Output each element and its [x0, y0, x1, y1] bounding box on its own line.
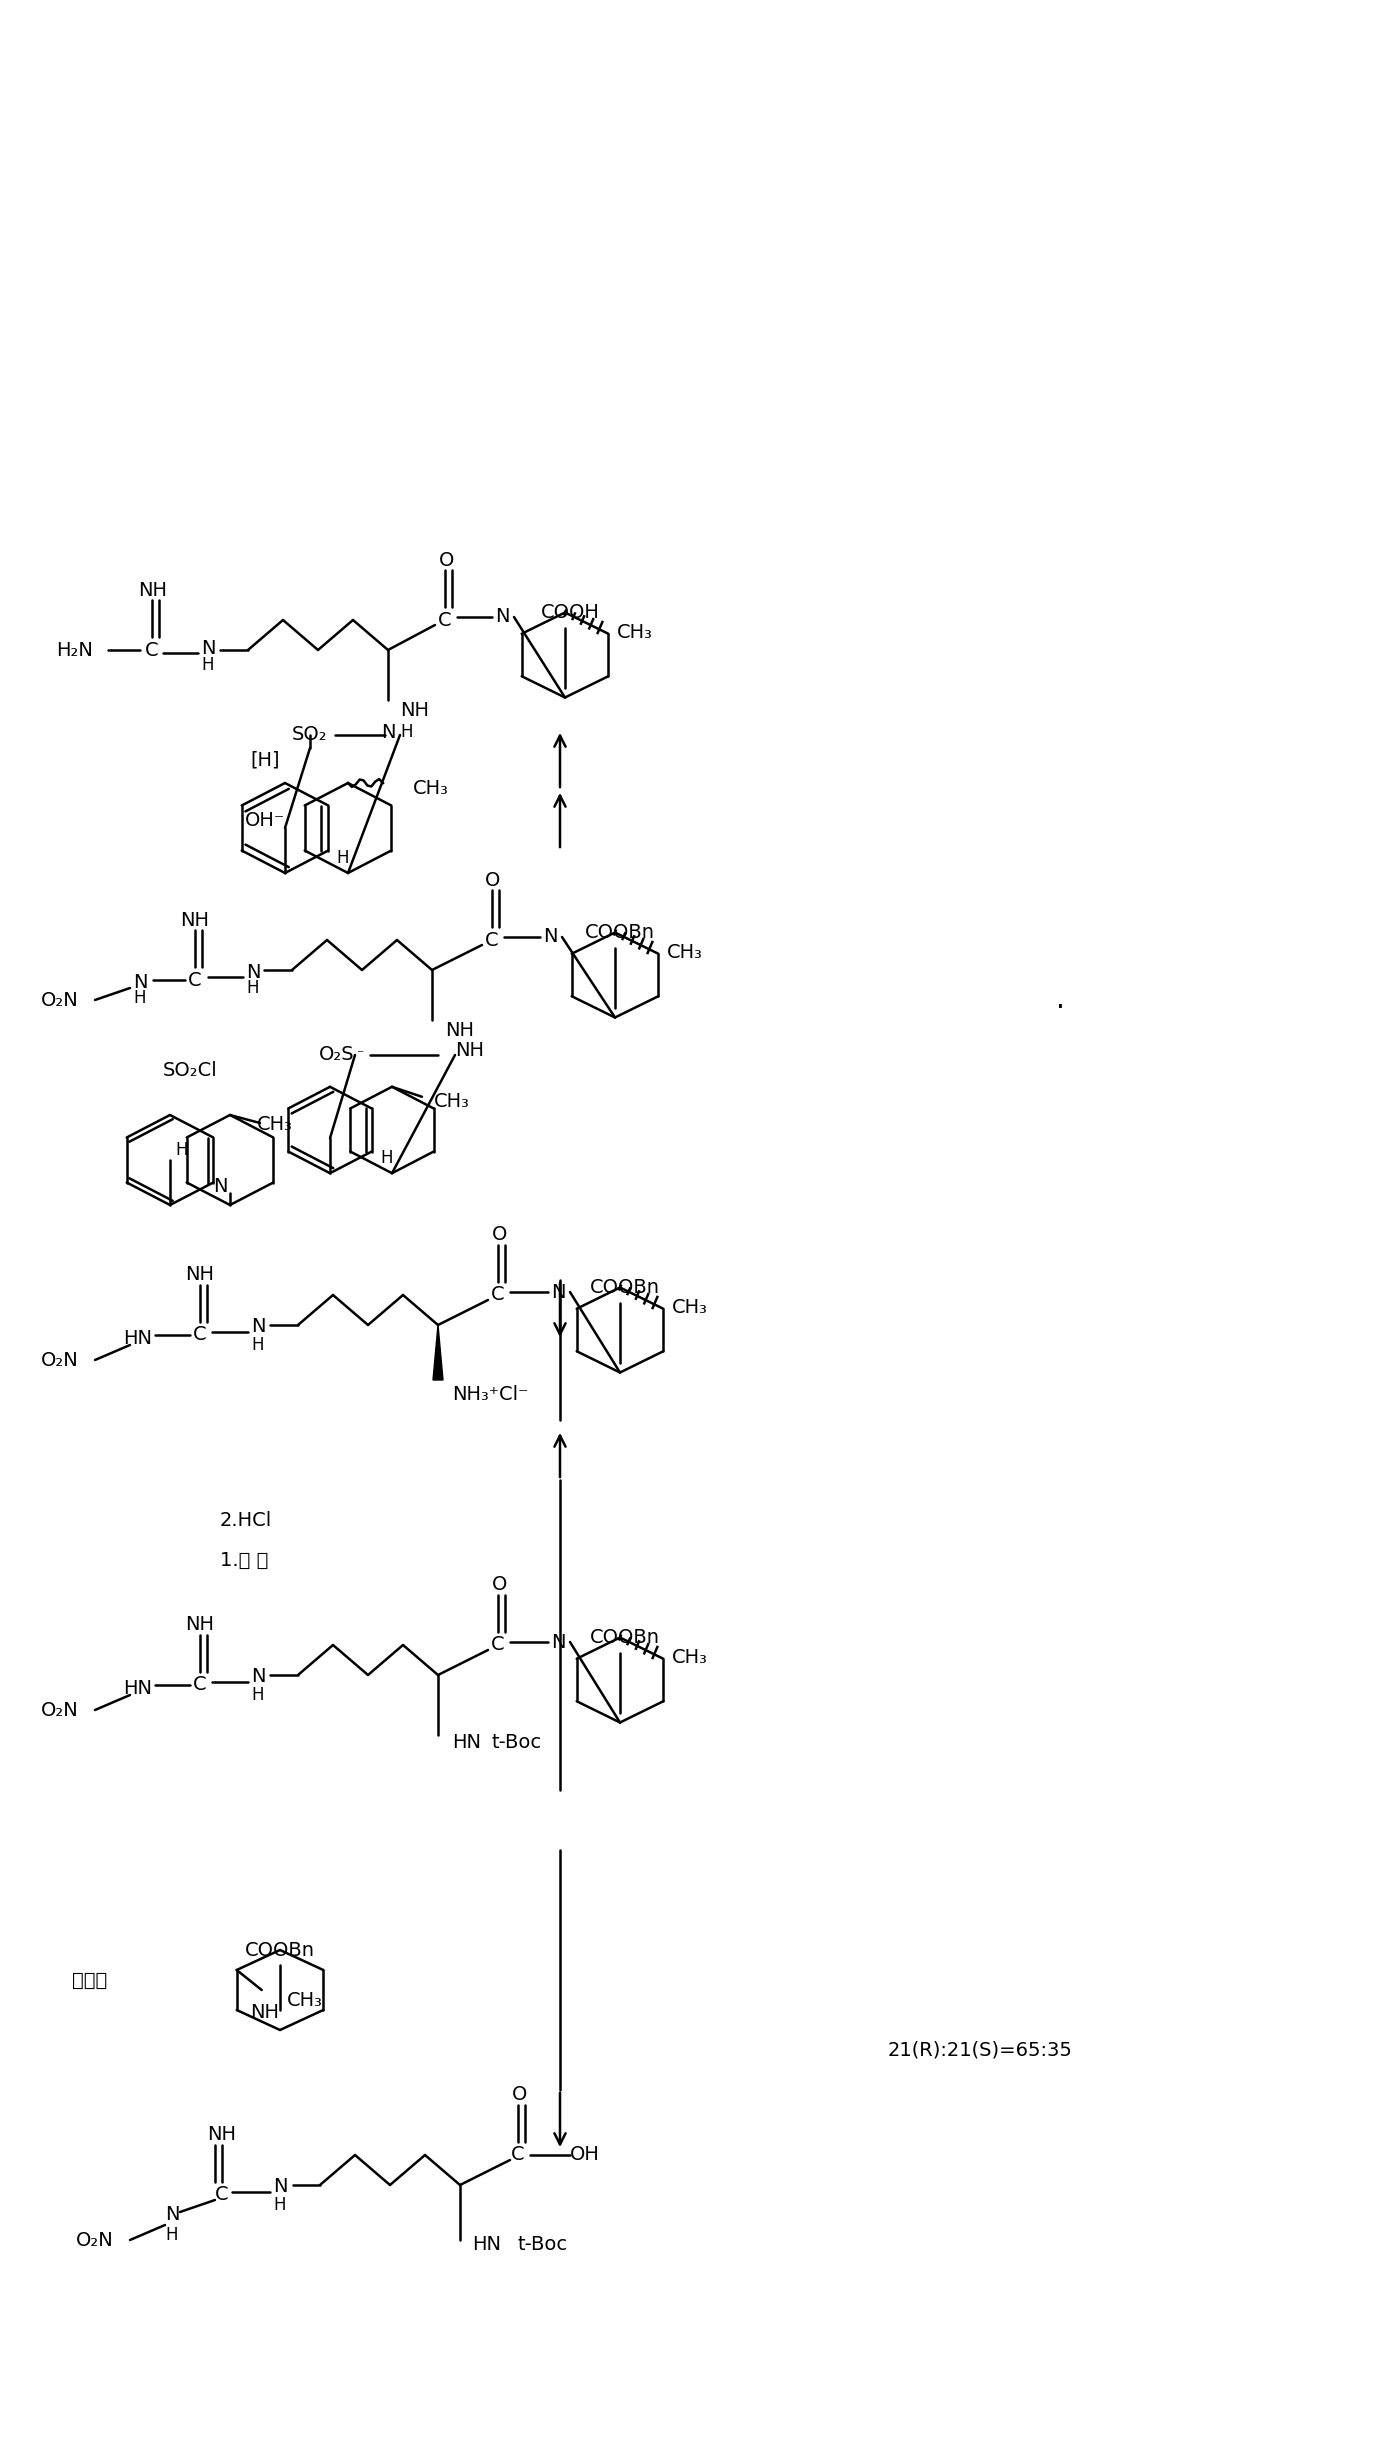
Text: NH: NH	[399, 702, 429, 719]
Text: .: .	[1056, 985, 1064, 1014]
Text: H: H	[273, 2196, 286, 2213]
Text: NH: NH	[208, 2125, 237, 2144]
Text: N: N	[251, 1317, 265, 1337]
Text: NH: NH	[455, 1041, 484, 1059]
Text: OH⁻: OH⁻	[245, 810, 286, 830]
Text: NH: NH	[139, 581, 168, 601]
Text: N: N	[495, 608, 509, 625]
Text: N: N	[245, 963, 261, 982]
Text: CH₃: CH₃	[413, 778, 449, 798]
Text: C: C	[491, 1635, 505, 1654]
Text: ⁻: ⁻	[356, 1049, 363, 1061]
Text: C: C	[485, 931, 499, 950]
Text: t-Boc: t-Boc	[517, 2235, 569, 2255]
Text: NH: NH	[186, 1265, 215, 1285]
Text: HN: HN	[123, 1679, 153, 1696]
Text: O₂S: O₂S	[319, 1046, 355, 1064]
Text: C: C	[193, 1677, 207, 1694]
Text: COOBn: COOBn	[245, 1940, 315, 1960]
Text: O₂N: O₂N	[42, 990, 79, 1009]
Text: N: N	[201, 638, 215, 657]
Text: HN: HN	[123, 1329, 153, 1347]
Text: SO₂Cl: SO₂Cl	[162, 1061, 218, 1078]
Text: NH: NH	[180, 911, 209, 931]
Text: O: O	[492, 1576, 508, 1595]
Text: C: C	[146, 640, 160, 660]
Text: O: O	[440, 551, 455, 569]
Text: N: N	[212, 1177, 227, 1197]
Text: COOBn: COOBn	[589, 1278, 660, 1297]
Text: O₂N: O₂N	[76, 2231, 114, 2250]
Text: O₂N: O₂N	[42, 1701, 79, 1718]
Text: CH₃: CH₃	[667, 943, 703, 963]
Text: COOBn: COOBn	[585, 923, 655, 943]
Text: 21(R):21(S)=65:35: 21(R):21(S)=65:35	[888, 2041, 1072, 2061]
Text: N: N	[551, 1632, 566, 1652]
Text: t-Boc: t-Boc	[492, 1733, 542, 1750]
Text: CH₃: CH₃	[673, 1647, 707, 1667]
Text: C: C	[215, 2186, 229, 2203]
Text: C: C	[491, 1285, 505, 1305]
Text: OH: OH	[570, 2144, 601, 2164]
Text: CH₃: CH₃	[617, 623, 653, 643]
Text: C: C	[438, 611, 452, 630]
Text: O₂N: O₂N	[42, 1352, 79, 1369]
Text: H: H	[166, 2226, 179, 2243]
Text: CH₃: CH₃	[434, 1093, 470, 1110]
Text: O: O	[485, 872, 501, 889]
Text: HN: HN	[452, 1733, 481, 1750]
Text: H: H	[175, 1140, 187, 1160]
Text: N: N	[542, 928, 558, 945]
Text: [H]: [H]	[250, 751, 280, 771]
Text: SO₂: SO₂	[293, 726, 327, 744]
Text: NH₃⁺Cl⁻: NH₃⁺Cl⁻	[452, 1386, 528, 1403]
Text: N: N	[381, 721, 397, 741]
Text: O: O	[512, 2085, 527, 2105]
Text: H: H	[201, 655, 214, 675]
Text: COOBn: COOBn	[589, 1627, 660, 1647]
Text: H: H	[133, 990, 146, 1007]
Polygon shape	[433, 1325, 442, 1381]
Text: N: N	[133, 972, 147, 992]
Text: NH: NH	[186, 1615, 215, 1635]
Text: NH: NH	[445, 1022, 474, 1039]
Text: C: C	[193, 1325, 207, 1344]
Text: H: H	[252, 1337, 265, 1354]
Text: N: N	[551, 1283, 566, 1302]
Text: N: N	[165, 2206, 179, 2226]
Text: H₂N: H₂N	[57, 640, 93, 660]
Text: CH₃: CH₃	[287, 1989, 323, 2009]
Text: CH₃: CH₃	[673, 1297, 707, 1317]
Text: 1.分 离: 1.分 离	[221, 1551, 268, 1568]
Text: H: H	[247, 980, 259, 997]
Text: HN: HN	[472, 2235, 501, 2255]
Text: N: N	[273, 2176, 287, 2196]
Text: （反）: （反）	[72, 1970, 108, 1989]
Text: H: H	[381, 1150, 394, 1167]
Text: NH: NH	[251, 2002, 280, 2021]
Text: 2.HCl: 2.HCl	[221, 1512, 272, 1529]
Text: C: C	[189, 970, 203, 990]
Text: H: H	[399, 724, 412, 741]
Text: COOH: COOH	[541, 603, 599, 623]
Text: CH₃: CH₃	[257, 1115, 293, 1135]
Text: H: H	[337, 849, 350, 867]
Text: N: N	[251, 1667, 265, 1686]
Text: C: C	[512, 2144, 524, 2164]
Text: H: H	[252, 1686, 265, 1704]
Text: O: O	[492, 1226, 508, 1243]
